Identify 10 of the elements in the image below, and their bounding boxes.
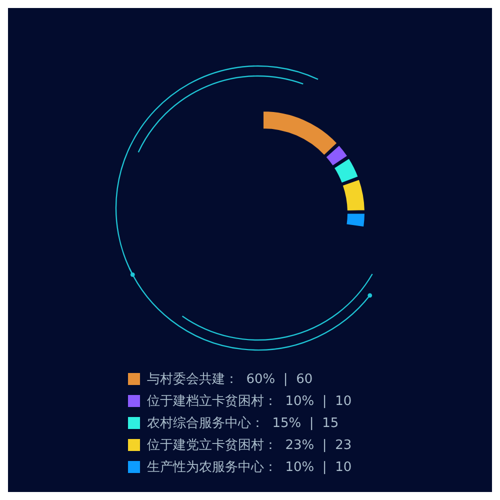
data-label: ： 23% | 23 (264, 438, 352, 453)
legend-label: 位于建党立卡贫困村 (147, 438, 264, 453)
legend-label: 生产性为农服务中心 (147, 460, 264, 475)
data-label: ： 10% | 10 (264, 394, 352, 409)
data-label: ： 60% | 60 (225, 372, 313, 387)
legend-label: 农村综合服务中心 (147, 416, 251, 431)
legend-label: 与村委会共建 (147, 372, 225, 387)
data-label: ： 15% | 15 (251, 416, 339, 431)
legend-label: 位于建档立卡贫困村 (147, 394, 264, 409)
data-label: ： 10% | 10 (264, 460, 352, 475)
